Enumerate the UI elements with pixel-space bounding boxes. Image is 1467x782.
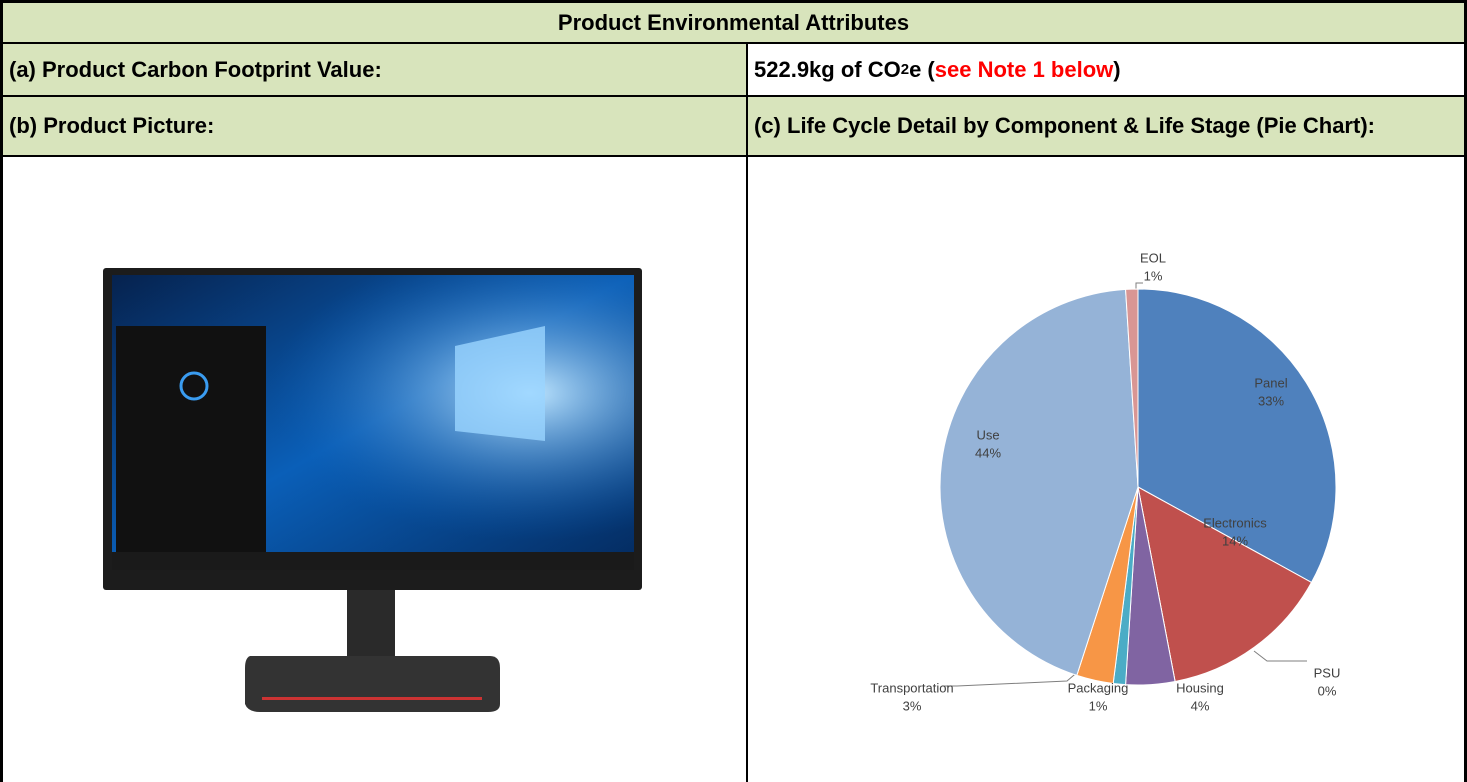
chart-label: (c) Life Cycle Detail by Component & Lif…: [747, 96, 1467, 156]
slice-label: Use: [976, 427, 999, 442]
slice-percent: 33%: [1258, 393, 1284, 408]
taskbar: [112, 552, 634, 570]
slice-percent: 4%: [1191, 698, 1210, 713]
stand-neck: [347, 590, 395, 660]
slice-percent: 3%: [903, 698, 922, 713]
close: ): [1113, 57, 1120, 83]
page: Product Environmental Attributes (a) Pro…: [0, 0, 1467, 782]
value-tail: e (: [909, 57, 935, 83]
base-accent: [262, 697, 482, 700]
picture-label: (b) Product Picture:: [0, 96, 747, 156]
stand-base: [245, 656, 500, 712]
value: 522.9kg of CO: [754, 57, 901, 83]
leader-line: [1254, 651, 1307, 661]
note-link: see Note 1 below: [935, 57, 1114, 83]
slice-label: Packaging: [1068, 680, 1129, 695]
slice-percent: 1%: [1089, 698, 1108, 713]
slice-label: Electronics: [1203, 515, 1267, 530]
slice-label: EOL: [1140, 250, 1166, 265]
slice-label: Housing: [1176, 680, 1224, 695]
table-title: Product Environmental Attributes: [0, 0, 1467, 43]
slice-percent: 0%: [1318, 683, 1337, 698]
subscript: 2: [901, 61, 909, 78]
slice-percent: 1%: [1144, 268, 1163, 283]
slice-label: PSU: [1314, 665, 1341, 680]
slice-label: Transportation: [870, 680, 953, 695]
windows-logo: [455, 326, 545, 441]
slice-percent: 14%: [1222, 533, 1248, 548]
leader-line: [1136, 283, 1143, 289]
pie-chart: Panel 33% Electronics 14% PSU 0% Housing 4% Pack…: [747, 156, 1465, 776]
carbon-label: (a) Product Carbon Footprint Value:: [0, 43, 747, 96]
start-panel: [116, 326, 266, 556]
slice-label: Panel: [1254, 375, 1287, 390]
product-picture: [0, 156, 747, 776]
slice-percent: 44%: [975, 445, 1001, 460]
